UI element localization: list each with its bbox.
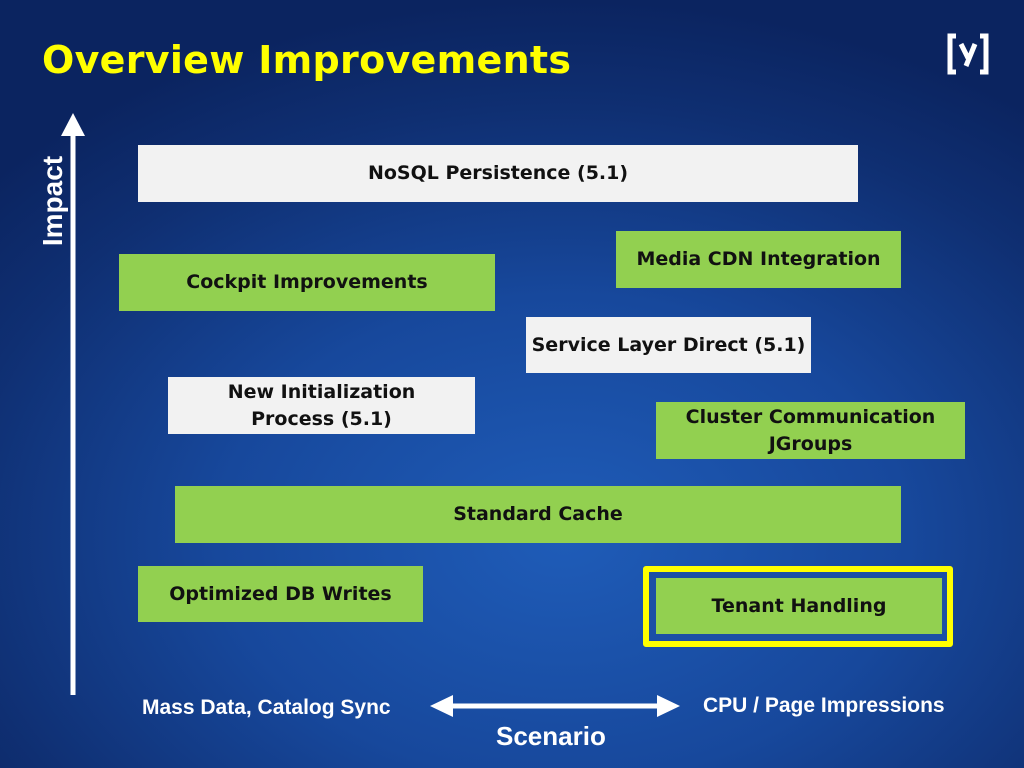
item-cockpit-improvements: Cockpit Improvements bbox=[119, 254, 495, 311]
item-service-layer-direct: Service Layer Direct (5.1) bbox=[526, 317, 811, 373]
slide-title: Overview Improvements bbox=[42, 38, 572, 82]
item-standard-cache: Standard Cache bbox=[175, 486, 901, 543]
y-axis-label: Impact bbox=[37, 155, 68, 247]
item-optimized-db-writes: Optimized DB Writes bbox=[138, 566, 423, 622]
item-media-cdn-integration: Media CDN Integration bbox=[616, 231, 901, 288]
y-axis-arrowhead bbox=[61, 113, 85, 136]
item-new-initialization-process: New Initialization Process (5.1) bbox=[168, 377, 475, 434]
x-axis-arrowhead-right bbox=[657, 695, 680, 717]
x-axis-label: Scenario bbox=[496, 721, 606, 751]
item-tenant-handling: Tenant Handling bbox=[656, 578, 942, 634]
x-axis-arrowhead-left bbox=[430, 695, 453, 717]
hybris-logo-icon bbox=[947, 33, 989, 75]
item-cluster-communication: Cluster Communication JGroups bbox=[656, 402, 965, 459]
x-axis-left-label: Mass Data, Catalog Sync bbox=[142, 696, 391, 719]
item-nosql-persistence: NoSQL Persistence (5.1) bbox=[138, 145, 858, 202]
x-axis-right-label: CPU / Page Impressions bbox=[703, 694, 945, 717]
